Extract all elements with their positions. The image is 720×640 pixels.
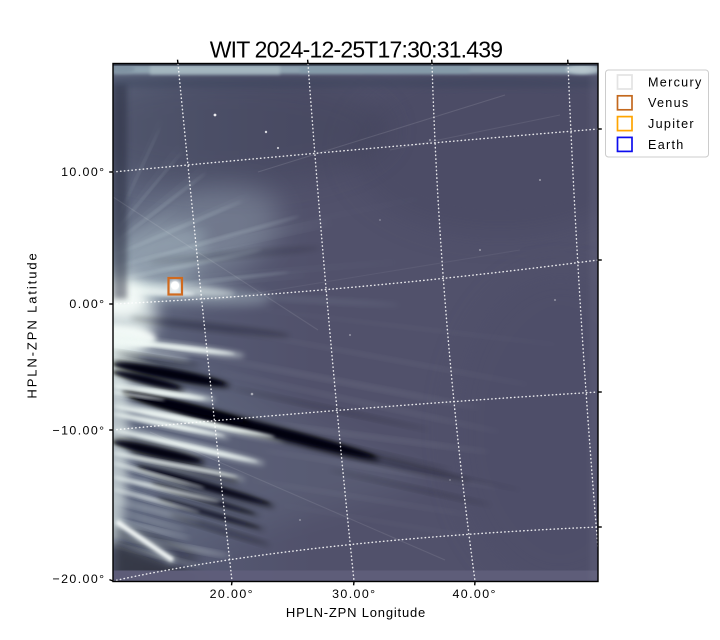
svg-text:HPLN-ZPN Longitude: HPLN-ZPN Longitude bbox=[286, 605, 426, 620]
svg-text:HPLN-ZPN Latitude: HPLN-ZPN Latitude bbox=[25, 251, 40, 398]
svg-text:Jupiter: Jupiter bbox=[648, 117, 695, 131]
svg-text:WIT 2024-12-25T17:30:31.439: WIT 2024-12-25T17:30:31.439 bbox=[210, 36, 503, 62]
svg-text:−20.00°: −20.00° bbox=[53, 572, 106, 586]
svg-text:Earth: Earth bbox=[648, 138, 685, 152]
svg-text:−10.00°: −10.00° bbox=[53, 423, 106, 437]
svg-text:0.00°: 0.00° bbox=[69, 297, 105, 311]
svg-text:Venus: Venus bbox=[648, 96, 690, 110]
svg-text:30.00°: 30.00° bbox=[332, 587, 376, 601]
svg-text:40.00°: 40.00° bbox=[453, 587, 497, 601]
svg-text:10.00°: 10.00° bbox=[61, 165, 105, 179]
svg-text:Mercury: Mercury bbox=[648, 75, 703, 89]
svg-text:20.00°: 20.00° bbox=[210, 587, 254, 601]
